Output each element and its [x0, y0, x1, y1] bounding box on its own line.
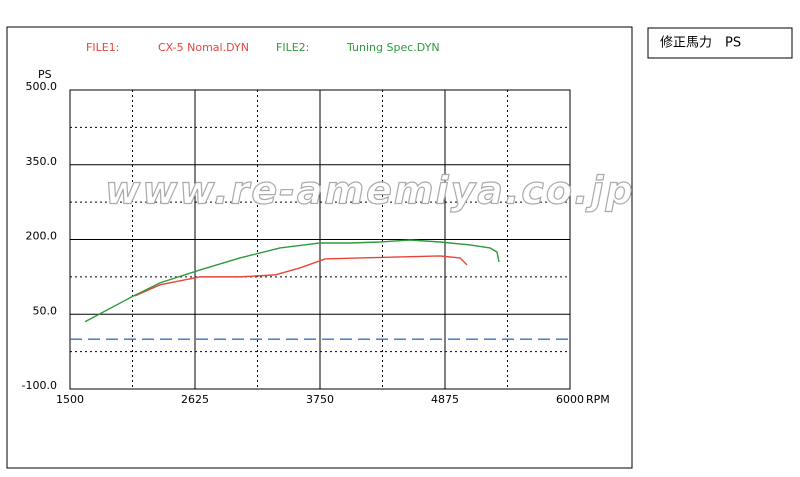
chart-frame [6, 26, 633, 469]
x-tick-label: 4875 [431, 393, 459, 406]
side-box [647, 27, 793, 59]
legend-file-label: FILE1: [86, 41, 119, 54]
x-tick-label: 2625 [181, 393, 209, 406]
x-axis-label: RPM [586, 393, 610, 406]
x-tick-label: 3750 [306, 393, 334, 406]
y-tick-label: 350.0 [26, 155, 58, 168]
y-axis-label: PS [38, 68, 52, 81]
y-tick-label: -100.0 [22, 379, 57, 392]
side-label: 修正馬力 PS [660, 36, 741, 51]
y-tick-label: 200.0 [26, 230, 58, 243]
legend-file-label: FILE2: [276, 41, 309, 54]
x-tick-label: 6000 [556, 393, 584, 406]
y-tick-label: 500.0 [26, 80, 58, 93]
watermark: www.re-amemiya.co.jp [105, 169, 634, 213]
y-tick-label: 50.0 [33, 304, 58, 317]
series-line [134, 255, 468, 297]
x-tick-label: 1500 [56, 393, 84, 406]
legend-label: Tuning Spec.DYN [346, 41, 440, 54]
series-line [84, 239, 500, 323]
legend-label: CX-5 Nomal.DYN [158, 41, 249, 54]
